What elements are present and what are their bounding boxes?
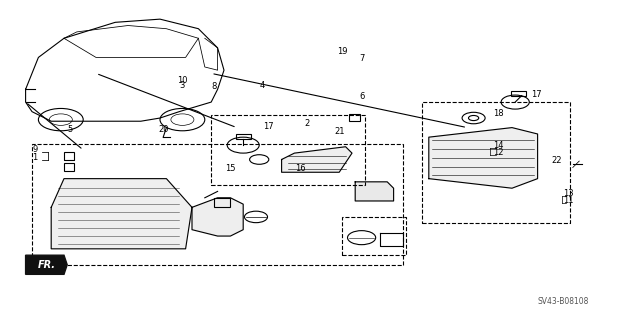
Bar (64, 152, 74, 160)
Text: 1: 1 (33, 152, 38, 161)
Text: 17: 17 (264, 122, 274, 131)
Polygon shape (429, 128, 538, 188)
Text: 5: 5 (68, 125, 73, 134)
Text: 19: 19 (337, 47, 348, 56)
Polygon shape (51, 179, 192, 249)
Text: 8: 8 (212, 82, 217, 91)
Text: 18: 18 (493, 109, 504, 118)
Polygon shape (192, 198, 243, 236)
Text: 15: 15 (225, 164, 236, 173)
Text: 3: 3 (180, 81, 185, 90)
Text: 14: 14 (493, 141, 503, 150)
Text: 4: 4 (260, 81, 265, 90)
Text: 12: 12 (493, 148, 503, 157)
Polygon shape (355, 182, 394, 201)
Polygon shape (26, 255, 67, 274)
Bar (236, 134, 251, 139)
Bar (214, 198, 230, 207)
Text: 17: 17 (531, 90, 542, 99)
Bar (349, 114, 360, 121)
Text: 13: 13 (563, 189, 574, 198)
Bar (64, 163, 74, 171)
Text: 9: 9 (33, 145, 38, 153)
Bar (511, 91, 526, 96)
Text: 20: 20 (158, 125, 168, 134)
Text: 6: 6 (359, 92, 364, 101)
Text: 10: 10 (177, 76, 188, 85)
Text: 21: 21 (334, 127, 344, 136)
Text: 2: 2 (305, 119, 310, 128)
Text: 11: 11 (563, 196, 573, 204)
Text: 7: 7 (359, 54, 364, 63)
Text: SV43-B08108: SV43-B08108 (538, 297, 589, 306)
Text: FR.: FR. (38, 260, 56, 270)
Text: 16: 16 (296, 164, 306, 173)
Polygon shape (282, 147, 352, 172)
Text: 22: 22 (552, 156, 562, 165)
